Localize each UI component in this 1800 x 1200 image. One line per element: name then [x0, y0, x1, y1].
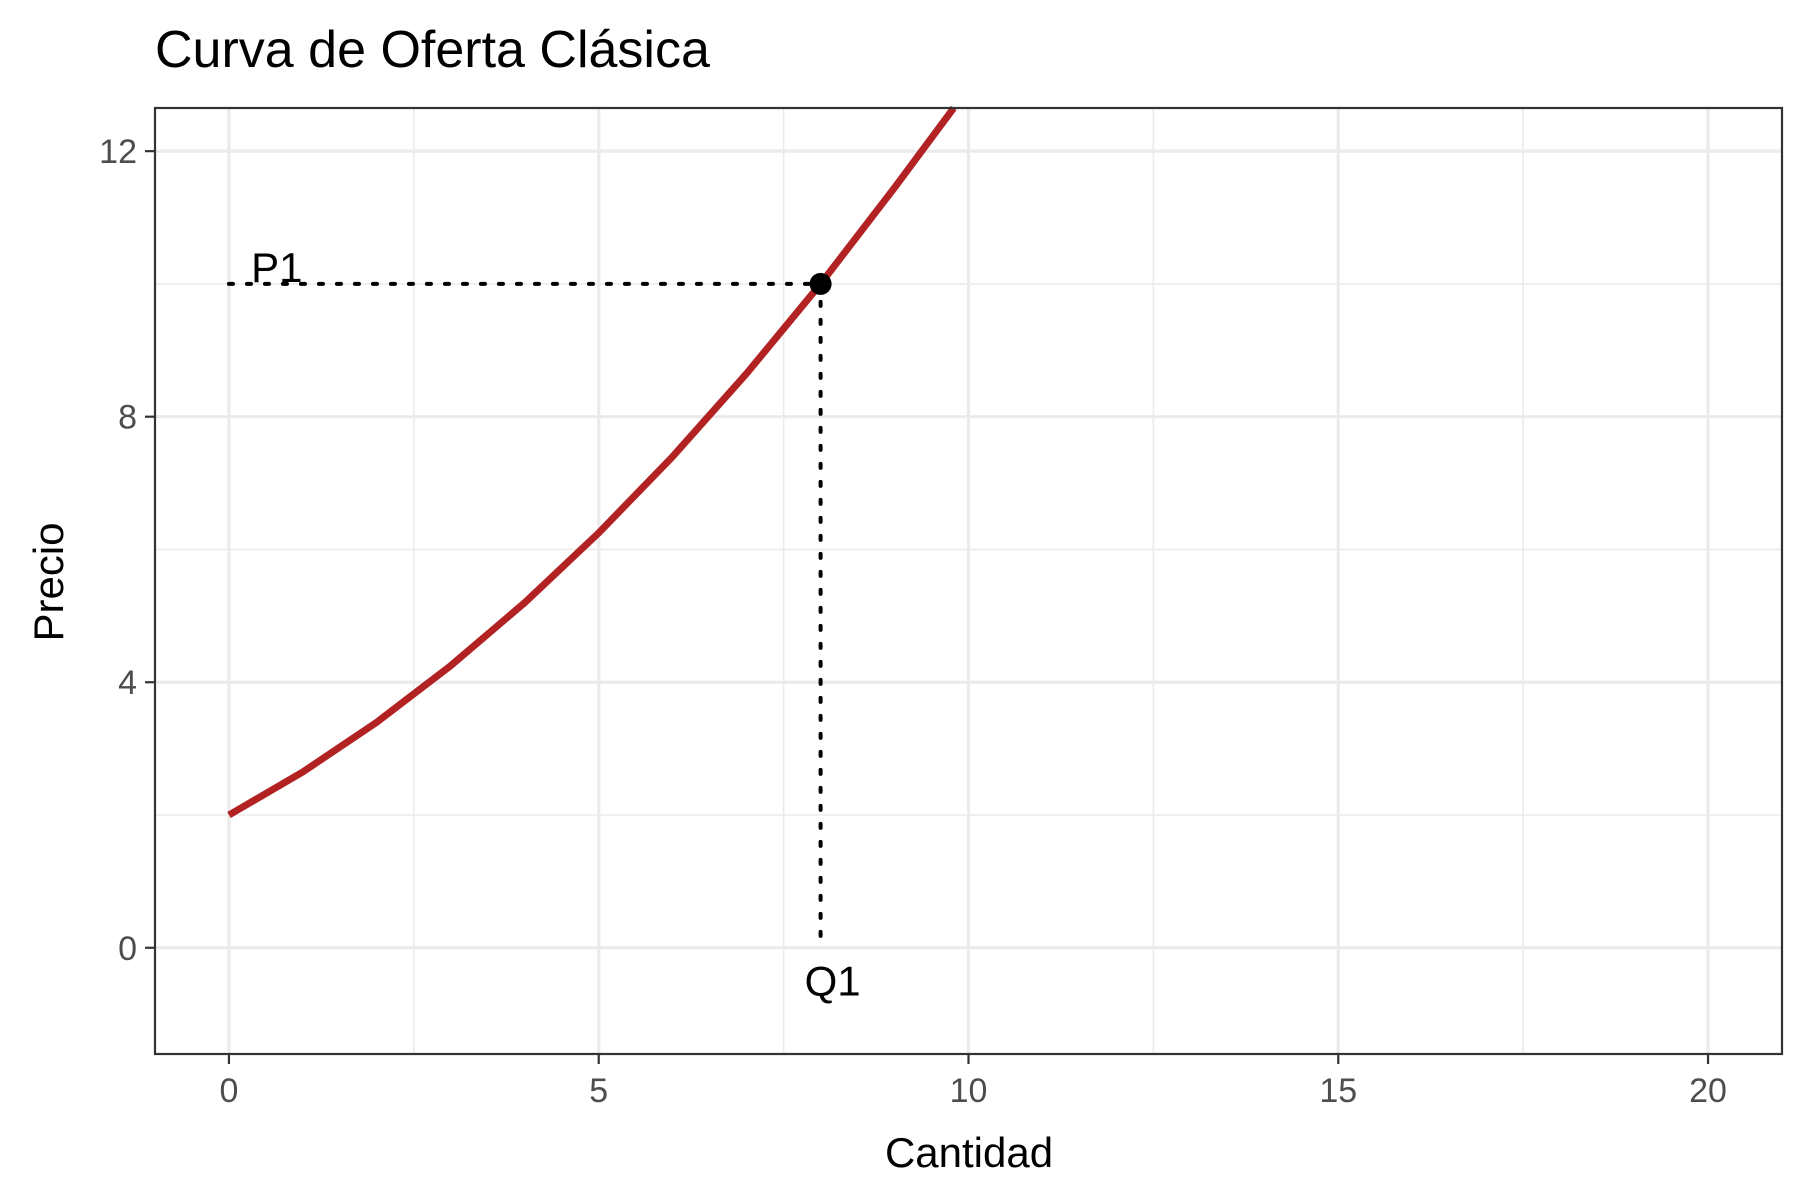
y-axis-ticks: 0 4 8 12	[99, 133, 155, 968]
chart-title: Curva de Oferta Clásica	[155, 21, 710, 79]
y-tick-label: 4	[118, 664, 137, 702]
reference-lines	[226, 281, 823, 950]
major-gridlines	[155, 108, 1782, 1054]
x-tick-label: 0	[219, 1072, 238, 1110]
x-tick-label: 10	[950, 1072, 988, 1110]
y-axis-title: Precio	[25, 522, 72, 641]
x-tick-label: 20	[1689, 1072, 1727, 1110]
x-axis-ticks: 0 5 10 15 20	[219, 1054, 1727, 1110]
annotation-p1: P1	[251, 244, 302, 291]
equilibrium-point	[809, 272, 832, 295]
x-axis-title: Cantidad	[885, 1129, 1053, 1176]
x-tick-label: 15	[1319, 1072, 1357, 1110]
y-tick-label: 8	[118, 399, 137, 437]
y-tick-label: 0	[118, 930, 137, 968]
supply-curve-line	[227, 105, 957, 819]
x-tick-label: 5	[589, 1072, 608, 1110]
annotation-q1: Q1	[805, 958, 861, 1005]
y-tick-label: 12	[99, 133, 137, 171]
